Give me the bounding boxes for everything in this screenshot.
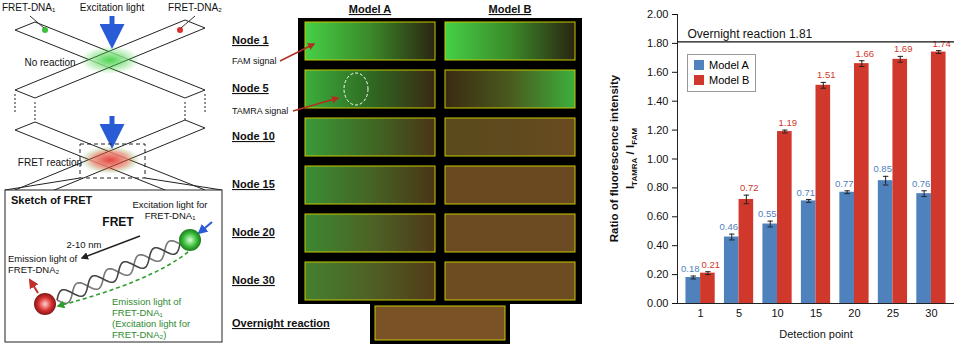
svg-text:1.66: 1.66 — [855, 48, 874, 59]
svg-text:Overnight reaction: Overnight reaction — [232, 317, 330, 329]
svg-text:Detection point: Detection point — [779, 328, 852, 340]
svg-text:15: 15 — [810, 307, 822, 319]
svg-text:0.18: 0.18 — [681, 263, 700, 274]
svg-text:Overnight reaction 1.81: Overnight reaction 1.81 — [688, 27, 813, 41]
svg-text:1.69: 1.69 — [894, 43, 913, 54]
svg-text:0.76: 0.76 — [912, 178, 931, 189]
svg-text:Sketch of FRET: Sketch of FRET — [11, 194, 93, 206]
svg-text:5: 5 — [736, 307, 742, 319]
svg-text:Excitation light for: Excitation light for — [133, 199, 208, 210]
svg-text:FRET reaction: FRET reaction — [18, 157, 82, 168]
svg-text:2-10 nm: 2-10 nm — [67, 239, 102, 250]
svg-text:FRET: FRET — [102, 215, 134, 229]
svg-text:1.51: 1.51 — [817, 69, 836, 80]
svg-text:1.00: 1.00 — [647, 153, 668, 165]
svg-text:1.19: 1.19 — [779, 117, 798, 128]
svg-text:FRET-DNA₁: FRET-DNA₁ — [2, 2, 56, 13]
svg-text:0.55: 0.55 — [758, 208, 777, 219]
svg-text:Node 15: Node 15 — [232, 178, 275, 190]
svg-text:0.46: 0.46 — [720, 221, 739, 232]
svg-text:1.80: 1.80 — [647, 37, 668, 49]
svg-text:Node 20: Node 20 — [232, 226, 275, 238]
svg-text:No reaction: No reaction — [24, 57, 75, 68]
svg-text:1.40: 1.40 — [647, 95, 668, 107]
svg-text:0.77: 0.77 — [835, 178, 854, 189]
svg-text:0.60: 0.60 — [647, 210, 668, 222]
svg-text:1: 1 — [698, 307, 704, 319]
svg-text:FRET-DNA₁: FRET-DNA₁ — [145, 210, 196, 221]
svg-text:FRET-DNA₂: FRET-DNA₂ — [168, 2, 222, 13]
svg-text:FAM signal: FAM signal — [232, 56, 277, 66]
svg-text:Node 30: Node 30 — [232, 274, 275, 286]
svg-text:Ratio of fluorescence intensit: Ratio of fluorescence intensity — [608, 74, 620, 242]
svg-text:Model A: Model A — [349, 3, 391, 15]
svg-text:10: 10 — [771, 307, 783, 319]
svg-text:FRET-DNA₂: FRET-DNA₂ — [8, 264, 60, 275]
svg-text:0.20: 0.20 — [647, 268, 668, 280]
svg-text:1.74: 1.74 — [932, 38, 951, 49]
svg-text:2.00: 2.00 — [647, 8, 668, 20]
svg-text:Excitation light: Excitation light — [80, 2, 145, 13]
svg-text:Emission light of: Emission light of — [8, 253, 78, 264]
svg-text:30: 30 — [925, 307, 937, 319]
svg-text:0.72: 0.72 — [740, 182, 759, 193]
svg-text:FRET-DNA₁: FRET-DNA₁ — [112, 307, 163, 318]
svg-text:1.20: 1.20 — [647, 124, 668, 136]
svg-text:ITAMRA / IFAM: ITAMRA / IFAM — [624, 128, 639, 190]
svg-text:(Excitation light for: (Excitation light for — [112, 318, 190, 329]
svg-text:20: 20 — [848, 307, 860, 319]
svg-text:25: 25 — [887, 307, 899, 319]
html-text:Model A: Model A — [709, 59, 749, 71]
svg-text:FRET-DNA₂): FRET-DNA₂) — [112, 329, 166, 340]
svg-text:0.71: 0.71 — [797, 187, 816, 198]
svg-text:1.60: 1.60 — [647, 66, 668, 78]
html-text:Model B: Model B — [709, 74, 750, 86]
svg-text:0.85: 0.85 — [873, 163, 892, 174]
svg-text:TAMRA signal: TAMRA signal — [232, 106, 288, 116]
svg-text:0.00: 0.00 — [647, 297, 668, 309]
svg-text:0.40: 0.40 — [647, 239, 668, 251]
svg-text:Node 1: Node 1 — [232, 34, 269, 46]
svg-text:0.80: 0.80 — [647, 181, 668, 193]
svg-text:0.21: 0.21 — [702, 259, 721, 270]
svg-text:Node 10: Node 10 — [232, 130, 275, 142]
svg-text:Node 5: Node 5 — [232, 82, 269, 94]
svg-text:Emission light of: Emission light of — [112, 296, 182, 307]
svg-text:Model B: Model B — [489, 3, 532, 15]
